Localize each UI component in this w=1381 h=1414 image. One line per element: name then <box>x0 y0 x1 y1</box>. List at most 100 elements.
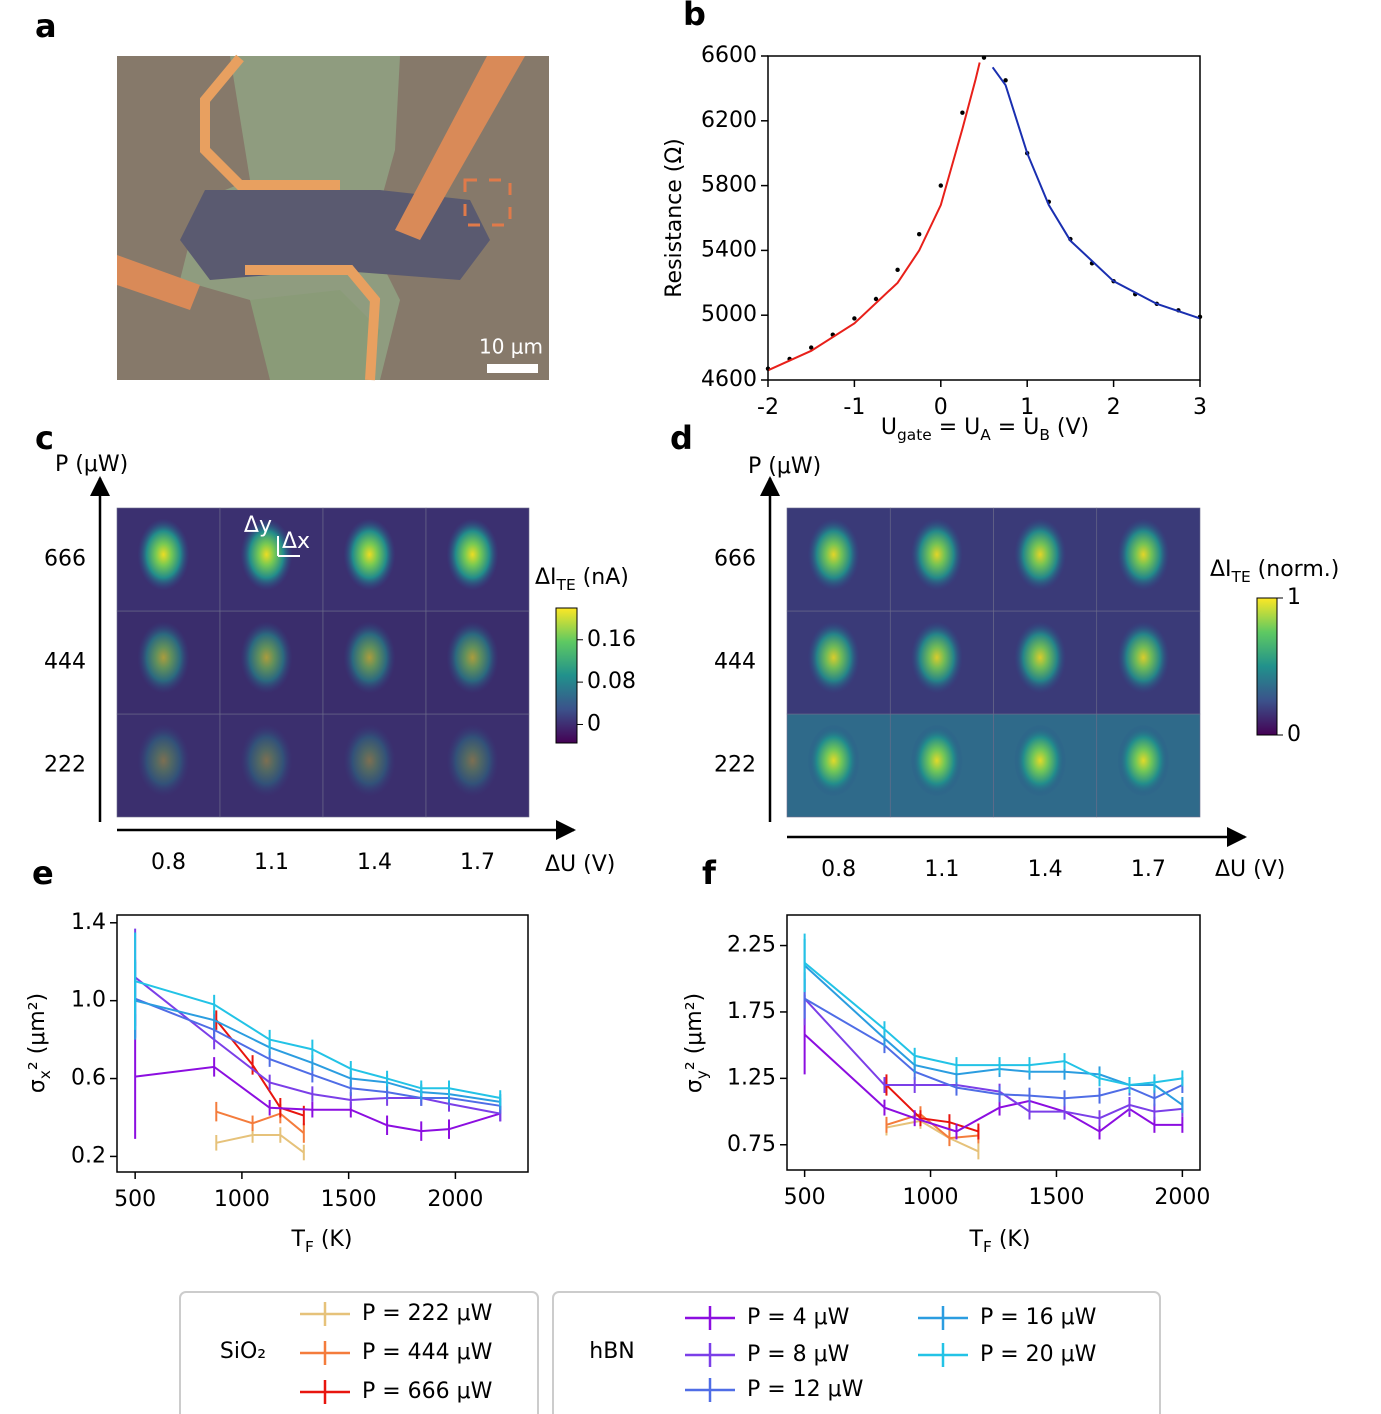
colorbar-tick-label: 0.08 <box>587 669 636 694</box>
heatmap-spot <box>1117 724 1170 797</box>
axis-label: ΔITE (norm.) <box>1210 557 1339 586</box>
colorbar-tick-label: 0 <box>1287 722 1301 747</box>
legend-label: P = 16 μW <box>980 1305 1097 1330</box>
heatmap-spot <box>446 621 499 694</box>
label-part: (K) <box>314 1227 353 1252</box>
y-tick-label: 1.0 <box>71 988 106 1013</box>
heatmap-spot <box>137 518 190 591</box>
data-point <box>938 183 943 188</box>
heatmap-spot <box>807 724 860 797</box>
series-line <box>886 1119 979 1153</box>
heatmap-spot <box>910 724 963 797</box>
heatmap-spot <box>240 518 293 591</box>
data-point <box>1003 78 1008 83</box>
label-part: (K) <box>992 1227 1031 1252</box>
series-line <box>215 1110 305 1134</box>
x-tick-label: 2 <box>1107 395 1121 420</box>
label-part: P (μW) <box>748 454 821 479</box>
heatmap-spot <box>240 724 293 797</box>
label-part: TE <box>556 576 576 594</box>
label-part: ΔU (V) <box>1215 857 1285 882</box>
series-line <box>886 1113 979 1140</box>
label-part: B <box>1039 426 1050 444</box>
heatmap-spot <box>910 621 963 694</box>
label-part: U <box>881 415 897 440</box>
axis-label: TF (K) <box>969 1227 1031 1256</box>
label-part: TE <box>1231 568 1251 586</box>
series-line <box>215 1019 305 1117</box>
label-part: σ <box>25 1079 50 1093</box>
plot-frame <box>116 914 529 1173</box>
legend-label: P = 222 μW <box>362 1301 493 1326</box>
colorbar-tick-label: 0.16 <box>587 627 636 652</box>
label-part: σ <box>682 1079 707 1093</box>
legend-label: P = 666 μW <box>362 1379 493 1404</box>
y-tick-label: 0.6 <box>71 1066 106 1091</box>
label-part: = U <box>991 415 1040 440</box>
y-tick-label: 5000 <box>701 302 757 327</box>
y-tick-label: 5400 <box>701 237 757 262</box>
heatmap-spot <box>137 724 190 797</box>
label-part: (nA) <box>576 565 629 590</box>
colorbar <box>555 607 578 744</box>
heatmap-spot <box>1014 724 1067 797</box>
data-point <box>852 316 857 321</box>
series-line <box>991 66 1201 320</box>
y-tick-label: 1.25 <box>727 1065 776 1090</box>
label-part: T <box>969 1227 984 1252</box>
heatmap-spot <box>910 518 963 591</box>
x-tick-label: 1.1 <box>924 857 959 882</box>
data-point <box>809 345 814 350</box>
heatmap-spot <box>343 621 396 694</box>
heatmap-spot <box>1014 518 1067 591</box>
heatmap-spot <box>1117 621 1170 694</box>
heatmap-spot <box>446 518 499 591</box>
y-tick-label: 0.75 <box>727 1132 776 1157</box>
plot-frame <box>767 55 1201 381</box>
label-part: = U <box>932 415 981 440</box>
label-part: gate <box>897 426 932 444</box>
axis-label: ΔITE (nA) <box>535 565 629 594</box>
heatmap-spot <box>1014 621 1067 694</box>
axis-label: Ugate = UA = UB (V) <box>881 415 1089 444</box>
label-part: ² (μm²) <box>682 993 707 1070</box>
x-tick-label: 1500 <box>1028 1185 1084 1210</box>
heatmap-spot <box>1117 518 1170 591</box>
panel-label: c <box>35 419 54 457</box>
y-tick-label: 6200 <box>701 108 757 133</box>
x-tick-label: 1000 <box>214 1187 270 1212</box>
label-part: F <box>983 1238 992 1256</box>
heatmap-spot <box>240 621 293 694</box>
label-part: ² (μm²) <box>25 993 50 1070</box>
y-tick-label: 222 <box>714 753 756 778</box>
data-point <box>895 267 900 273</box>
axis-label: σy² (μm²) <box>682 993 711 1093</box>
y-tick-label: 222 <box>44 753 86 778</box>
legend-group-title: SiO₂ <box>220 1339 266 1364</box>
axis-label: P (μW) <box>748 454 821 479</box>
annotation: Δy <box>244 513 272 538</box>
legend-group-title: hBN <box>589 1339 635 1364</box>
x-tick-label: 0.8 <box>151 850 186 875</box>
y-tick-label: 2.25 <box>727 933 776 958</box>
x-tick-label: 3 <box>1193 395 1207 420</box>
colorbar <box>1256 597 1278 736</box>
panel-label: a <box>35 7 57 45</box>
y-tick-label: 666 <box>714 547 756 572</box>
label-part: ΔI <box>535 565 557 590</box>
axis-label: σx² (μm²) <box>25 993 54 1093</box>
data-point <box>917 232 922 237</box>
series-line <box>134 980 501 1100</box>
label-part: (norm.) <box>1251 557 1340 582</box>
legend-label: P = 12 μW <box>747 1377 864 1402</box>
legend-box <box>179 1291 539 1414</box>
x-tick-label: 1.4 <box>1028 857 1063 882</box>
axis-label: ΔU (V) <box>1215 857 1285 882</box>
x-tick-label: 1.1 <box>254 850 289 875</box>
annotation: Δx <box>282 529 310 554</box>
label-part: ΔU (V) <box>545 852 615 877</box>
data-point <box>873 296 879 302</box>
y-tick-label: 444 <box>44 650 86 675</box>
heatmap-spot <box>343 724 396 797</box>
